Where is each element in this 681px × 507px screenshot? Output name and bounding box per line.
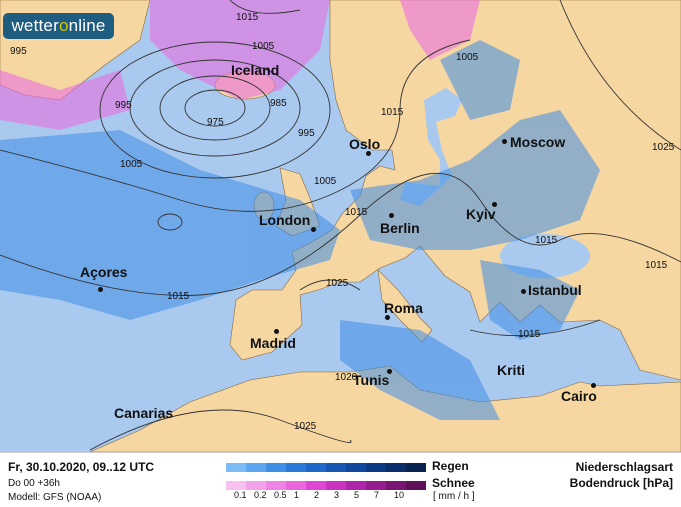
- forecast-run: Do 00 +36h: [8, 478, 60, 489]
- model-label: Modell: GFS (NOAA): [8, 492, 102, 503]
- isobar-label: 1025: [652, 142, 675, 153]
- snow-color-swatch: [306, 481, 326, 490]
- isobar-label: 975: [207, 117, 224, 128]
- rain-colorbar: [226, 463, 426, 472]
- rain-color-swatch: [306, 463, 326, 472]
- isobar-label: 1005: [314, 176, 337, 187]
- isobar-label: 1025: [326, 278, 349, 289]
- colorbar-tick: 1: [294, 490, 300, 500]
- isobar-label: 1015: [345, 207, 368, 218]
- snow-color-swatch: [226, 481, 246, 490]
- rain-color-swatch: [326, 463, 346, 472]
- rain-color-swatch: [266, 463, 286, 472]
- city-label: London: [259, 212, 311, 228]
- city-marker: [502, 139, 507, 144]
- forecast-datetime: Fr, 30.10.2020, 09..12 UTC: [8, 460, 155, 474]
- isobar-label: 1015: [167, 291, 190, 302]
- wetteronline-logo[interactable]: wetteronline: [3, 13, 114, 39]
- city-label: Canarias: [114, 405, 174, 421]
- colorbar-tick: 3: [334, 490, 340, 500]
- rain-color-swatch: [346, 463, 366, 472]
- city-marker: [311, 227, 316, 232]
- rain-label: Regen: [432, 459, 469, 473]
- legend-footer: Fr, 30.10.2020, 09..12 UTC Do 00 +36h Mo…: [0, 452, 681, 507]
- isobar-label: 985: [270, 98, 287, 109]
- colorbar-tick: 2: [314, 490, 320, 500]
- isobar-label: 995: [115, 100, 132, 111]
- city-label: Tunis: [353, 372, 390, 388]
- colorbar-tick: 7: [374, 490, 380, 500]
- weather-map: wetteronline Iceland Oslo Moscow London Berl…: [0, 0, 681, 452]
- snow-color-swatch: [406, 481, 426, 490]
- city-marker: [385, 315, 390, 320]
- rain-color-swatch: [226, 463, 246, 472]
- city-marker: [492, 202, 497, 207]
- city-marker: [389, 213, 394, 218]
- colorbar-tick: 0.5: [274, 490, 287, 500]
- city-label: Açores: [80, 264, 128, 280]
- rain-areas: [0, 40, 600, 420]
- legend-title-precip-type: Niederschlagsart: [575, 460, 673, 474]
- snow-color-swatch: [246, 481, 266, 490]
- colorbar-tick: 0.2: [254, 490, 267, 500]
- city-label: Kyiv: [466, 206, 496, 222]
- isobar-label: 1005: [120, 159, 143, 170]
- city-marker: [366, 151, 371, 156]
- snow-color-swatch: [326, 481, 346, 490]
- isobar-label: 995: [10, 46, 27, 57]
- snow-colorbar: [226, 481, 426, 490]
- city-marker: [521, 289, 526, 294]
- snow-label: Schnee: [432, 476, 475, 490]
- isobar-label: 1025: [294, 421, 317, 432]
- map-canvas: [0, 0, 681, 452]
- isobar-label: 1005: [456, 52, 479, 63]
- isobar-label: 1015: [535, 235, 558, 246]
- rain-color-swatch: [366, 463, 386, 472]
- city-label: Madrid: [250, 335, 296, 351]
- snow-areas: [0, 0, 480, 130]
- colorbar-tick: 10: [394, 490, 405, 500]
- colorbar-tick: 5: [354, 490, 360, 500]
- isobar-label: 1020: [335, 372, 358, 383]
- isobar-label: 1005: [252, 41, 275, 52]
- city-label: Kriti: [497, 362, 525, 378]
- snow-color-swatch: [366, 481, 386, 490]
- isobar-label: 1015: [645, 260, 668, 271]
- snow-color-swatch: [386, 481, 406, 490]
- snow-color-swatch: [266, 481, 286, 490]
- rain-color-swatch: [386, 463, 406, 472]
- city-label: Iceland: [231, 62, 280, 78]
- isobar-label: 1015: [518, 329, 541, 340]
- snow-color-swatch: [346, 481, 366, 490]
- city-label: Cairo: [561, 388, 597, 404]
- isobars: [0, 0, 681, 451]
- unit-label: [ mm / h ]: [433, 491, 475, 502]
- isobar-label: 1015: [381, 107, 404, 118]
- city-label: Oslo: [349, 136, 381, 152]
- rain-color-swatch: [246, 463, 266, 472]
- city-label: Istanbul: [528, 282, 582, 298]
- rain-color-swatch: [286, 463, 306, 472]
- city-label: Moscow: [510, 134, 566, 150]
- city-marker: [387, 369, 392, 374]
- isobar-label: 995: [298, 128, 315, 139]
- city-marker: [591, 383, 596, 388]
- city-marker: [274, 329, 279, 334]
- isobar-label: 1015: [236, 12, 259, 23]
- colorbar-tick: 0.1: [234, 490, 247, 500]
- rain-color-swatch: [406, 463, 426, 472]
- city-label: Roma: [384, 300, 423, 316]
- city-label: Berlin: [380, 220, 420, 236]
- legend-title-pressure: Bodendruck [hPa]: [569, 476, 673, 490]
- city-marker: [98, 287, 103, 292]
- snow-color-swatch: [286, 481, 306, 490]
